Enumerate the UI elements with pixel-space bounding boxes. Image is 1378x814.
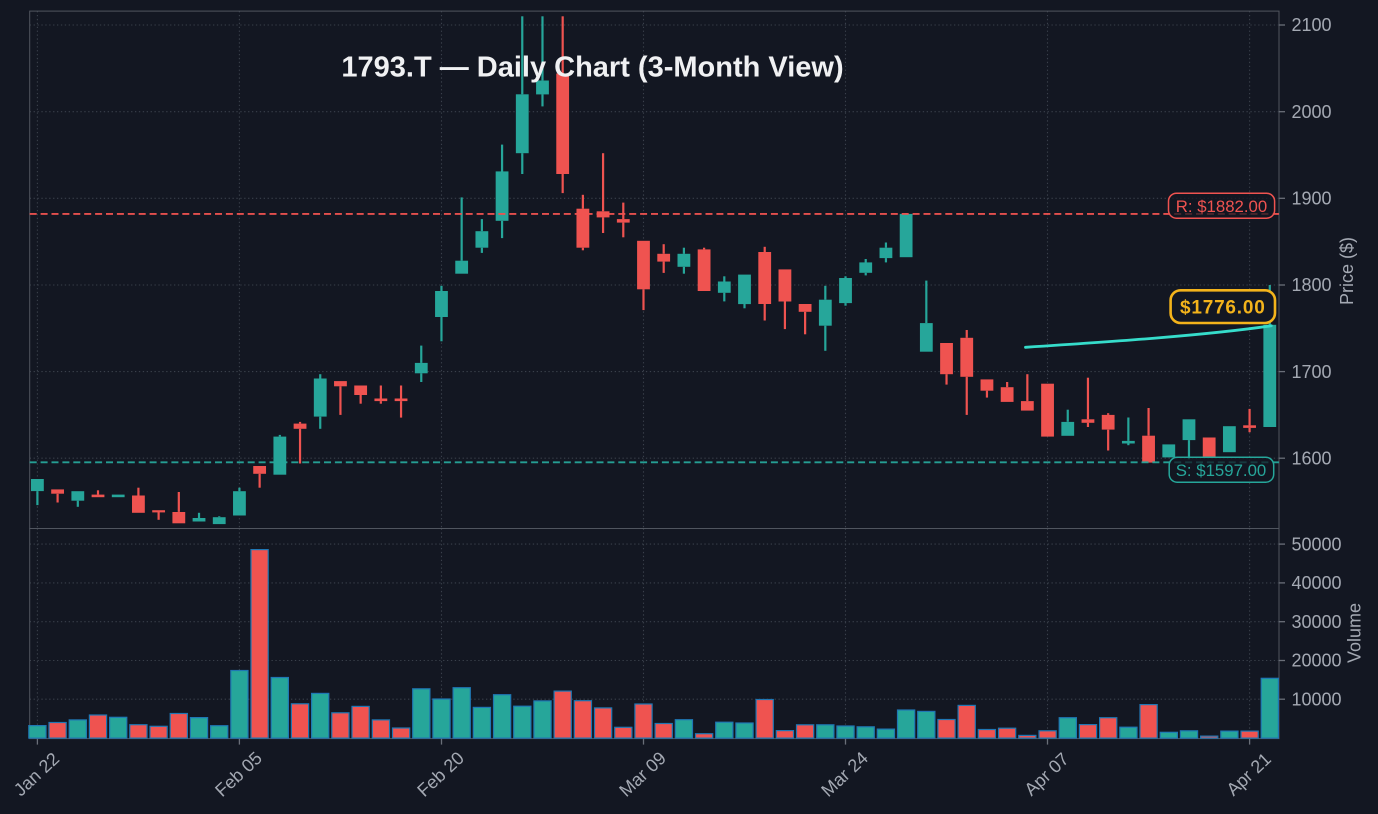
svg-text:Price ($): Price ($) [1337,237,1357,305]
svg-text:1900: 1900 [1292,189,1332,209]
svg-text:20000: 20000 [1292,651,1342,671]
svg-text:1793.T — Daily Chart (3-Month: 1793.T — Daily Chart (3-Month View) [341,52,843,84]
svg-text:10000: 10000 [1292,689,1342,709]
svg-text:1700: 1700 [1292,362,1332,382]
svg-text:$1776.00: $1776.00 [1180,298,1266,319]
svg-text:2000: 2000 [1292,102,1332,122]
svg-text:1800: 1800 [1292,275,1332,295]
svg-text:40000: 40000 [1292,573,1342,593]
svg-text:30000: 30000 [1292,612,1342,632]
svg-text:Volume: Volume [1345,603,1365,663]
svg-text:1600: 1600 [1292,448,1332,468]
svg-text:2100: 2100 [1292,15,1332,35]
svg-text:S: $1597.00: S: $1597.00 [1176,461,1267,480]
svg-text:50000: 50000 [1292,534,1342,554]
svg-text:R: $1882.00: R: $1882.00 [1176,197,1267,216]
